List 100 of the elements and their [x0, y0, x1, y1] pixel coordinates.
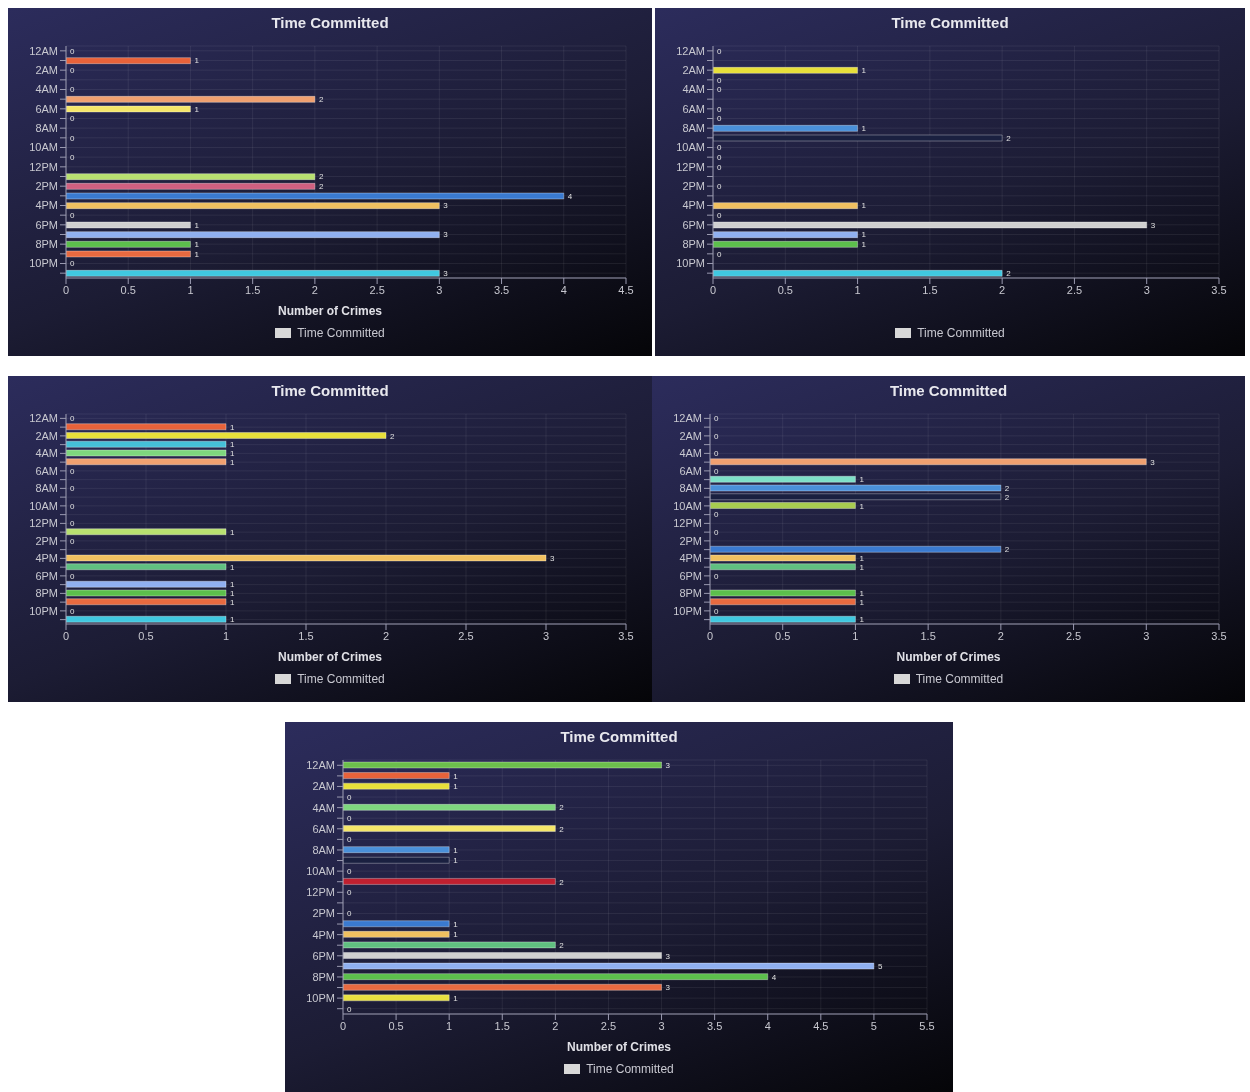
y-tick-label: 8AM	[312, 843, 335, 856]
data-label: 2	[1004, 484, 1010, 494]
x-tick-label: 3.5	[618, 629, 634, 642]
data-label: 3	[1150, 220, 1156, 230]
x-tick-label: 2.5	[600, 1019, 617, 1032]
bar	[343, 761, 662, 769]
bar	[66, 96, 316, 103]
x-tick-label: 0	[62, 629, 70, 642]
bar	[343, 973, 769, 980]
y-tick-label: 12PM	[29, 160, 58, 173]
bar	[343, 941, 556, 949]
x-tick-label: 0.5	[120, 283, 136, 296]
bar	[713, 134, 1003, 142]
y-tick-label: 6AM	[679, 464, 702, 477]
data-label: 0	[347, 909, 352, 919]
x-tick-label: 3	[1143, 283, 1150, 296]
y-tick-label: 12AM	[29, 44, 58, 57]
data-label: 0	[70, 606, 75, 616]
x-tick-label: 0.5	[388, 1019, 404, 1032]
data-label: 1	[230, 562, 235, 572]
x-axis-title: Number of Crimes	[895, 649, 1002, 666]
y-tick-label: 2AM	[312, 780, 335, 793]
data-label: 2	[318, 172, 324, 182]
data-label: 0	[70, 133, 75, 143]
x-tick-label: 1.5	[245, 283, 261, 296]
bar	[710, 502, 856, 509]
data-label: 1	[453, 919, 459, 929]
data-label: 1	[230, 589, 235, 599]
bar	[713, 125, 858, 132]
data-label: 1	[230, 580, 235, 590]
x-tick-label: 5	[870, 1019, 877, 1032]
data-label: 3	[665, 761, 671, 771]
x-tick-label: 0.5	[138, 629, 154, 642]
data-label: 2	[390, 431, 395, 441]
bar	[343, 772, 450, 779]
data-label: 3	[1150, 457, 1156, 467]
chart-title: Time Committed	[559, 727, 679, 747]
y-tick-label: 2PM	[679, 534, 702, 547]
y-tick-label: 12AM	[29, 412, 58, 425]
y-tick-label: 4PM	[35, 552, 58, 565]
y-tick-label: 12AM	[676, 44, 705, 57]
x-tick-label: 1.5	[920, 629, 936, 642]
x-tick-label: 2.5	[458, 629, 474, 642]
data-label: 0	[714, 527, 719, 537]
y-tick-label: 4AM	[35, 83, 58, 96]
data-label: 0	[714, 606, 719, 616]
data-label: 0	[70, 501, 75, 511]
text: Time Committed	[915, 672, 1004, 686]
x-axis-title: Number of Crimes	[277, 649, 383, 666]
data-label: 1	[859, 501, 865, 511]
data-label: 1	[230, 449, 235, 459]
data-label: 1	[859, 597, 865, 607]
x-tick-label: 3	[658, 1019, 665, 1032]
data-label: 1	[453, 782, 459, 792]
bar	[66, 202, 440, 209]
data-label: 0	[70, 114, 75, 124]
chart-title: Time Committed	[270, 381, 390, 401]
x-tick-label: 4	[764, 1019, 771, 1032]
y-tick-label: 6AM	[35, 464, 58, 477]
bar	[66, 173, 316, 180]
data-label: 1	[861, 123, 867, 133]
bar	[66, 57, 191, 64]
data-label: 1	[230, 457, 235, 467]
bar	[710, 458, 1147, 466]
bar	[713, 231, 858, 238]
y-tick-label: 2PM	[682, 180, 705, 193]
bar	[343, 846, 450, 853]
bar	[66, 423, 227, 431]
data-label: 1	[859, 615, 865, 625]
bar	[713, 67, 858, 74]
x-tick-label: 2.5	[1065, 629, 1082, 642]
y-tick-label: 8PM	[312, 970, 335, 983]
data-label: 0	[714, 510, 719, 520]
chart-title: Time Committed	[890, 13, 1010, 33]
data-label: 3	[665, 951, 671, 961]
data-label: 1	[230, 527, 235, 537]
data-label: 0	[347, 1004, 352, 1014]
y-tick-label: 4AM	[679, 447, 702, 460]
x-tick-label: 1	[852, 629, 859, 642]
y-tick-label: 2AM	[679, 429, 702, 442]
bar	[713, 241, 858, 248]
x-tick-label: 0.5	[775, 629, 791, 642]
data-label: 1	[859, 475, 865, 485]
bar	[66, 105, 191, 113]
x-tick-label: 2	[999, 283, 1006, 296]
data-label: 2	[559, 824, 565, 834]
bar	[66, 432, 387, 439]
y-tick-label: 8PM	[35, 238, 58, 251]
data-label: 3	[665, 983, 671, 993]
y-tick-label: 10PM	[29, 604, 58, 617]
data-label: 1	[230, 440, 235, 450]
data-label: 1	[194, 249, 200, 259]
data-label: 4	[567, 191, 573, 201]
data-label: 3	[443, 230, 449, 240]
data-label: 2	[1004, 545, 1010, 555]
data-label: 0	[70, 85, 75, 95]
y-tick-label: 8AM	[682, 122, 705, 135]
data-label: 2	[1004, 492, 1010, 502]
x-tick-label: 5.5	[919, 1019, 935, 1032]
data-label: 0	[717, 143, 722, 153]
